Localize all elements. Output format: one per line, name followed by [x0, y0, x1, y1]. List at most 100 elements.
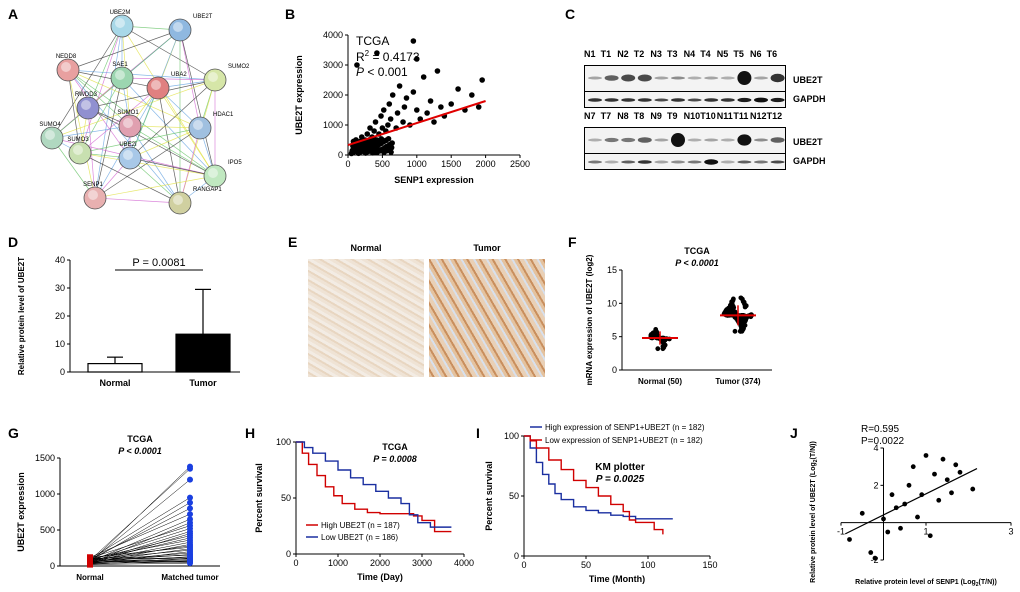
network-node-label: IPO5	[228, 160, 242, 166]
j-point	[915, 514, 920, 520]
h-legend-label: Low UBE2T (n = 186)	[321, 533, 398, 542]
f-y-label: mRNA expression of UBE2T (log2)	[585, 254, 594, 385]
blot-band	[621, 98, 636, 102]
network-node-rwdd3	[76, 96, 100, 120]
blot-band	[737, 71, 752, 85]
network-node-label: SUMO3	[67, 137, 89, 143]
interaction-network: UBE2M UBE2T NEDD8 SAE1 SUMO2 UBA2 RWDD3 SUMO1 HD…	[39, 10, 250, 215]
network-node-label: UBE2T	[193, 14, 213, 20]
h-y-label: Percent survival	[254, 463, 264, 533]
b-point	[427, 98, 434, 104]
panel-label-j: J	[790, 425, 798, 441]
b-point	[479, 77, 485, 83]
j-point	[953, 462, 959, 468]
g-tumor-point	[187, 499, 193, 506]
ihc-normal-image	[308, 259, 424, 377]
blot-band	[654, 76, 669, 80]
b-r2-label: R2 = 0.4173	[356, 49, 420, 64]
h-title: TCGA	[382, 442, 408, 452]
d-y-tick-label: 10	[55, 339, 65, 349]
blot-band	[621, 74, 636, 82]
b-x-tick-label: 1000	[407, 159, 427, 169]
j-point	[889, 492, 895, 498]
b-point	[387, 116, 394, 122]
network-edge	[79, 25, 123, 154]
blot-band	[604, 98, 619, 102]
scatter-mrna-expression: 0 5 10 15 TCGA P < 0.0001 Normal (50) Tumor (37…	[585, 246, 772, 386]
network-node-sumo3	[68, 141, 92, 165]
i-y-tick-label: 100	[504, 431, 519, 441]
f-category-label: Tumor (374)	[715, 377, 761, 386]
j-point	[970, 486, 976, 492]
h-x-label: Time (Day)	[357, 572, 403, 582]
blot-lane-label: T11	[733, 111, 749, 121]
blot-lane-label: T10	[700, 111, 716, 121]
blot-lane-label: T3	[667, 49, 678, 59]
b-y-tick-label: 0	[338, 150, 343, 160]
blot-band	[704, 98, 719, 102]
j-point	[936, 497, 942, 503]
f-point	[742, 304, 748, 310]
blot-lane-label: T9	[667, 111, 678, 121]
network-node-highlight	[73, 145, 83, 155]
b-y-label: UBE2T expression	[294, 55, 304, 135]
f-point	[743, 317, 748, 323]
network-edge	[129, 125, 181, 204]
network-node-highlight	[115, 70, 125, 80]
network-node-senp1	[83, 186, 107, 210]
b-x-tick-label: 1500	[441, 159, 461, 169]
j-r-label: R=0.595	[861, 424, 900, 435]
network-node-hdac1	[188, 116, 212, 140]
d-y-label: Relative protein level of UBE2T	[17, 257, 26, 375]
blot-band	[770, 97, 785, 103]
blot-lane-label: T1	[600, 49, 612, 59]
b-point	[378, 113, 384, 119]
blot-ube2t-1	[584, 65, 786, 92]
i-y-label: Percent survival	[484, 461, 494, 531]
b-point	[434, 68, 441, 74]
blot-lane-label: N3	[650, 49, 662, 59]
panel-label-c: C	[565, 6, 576, 22]
network-edge	[129, 87, 159, 159]
j-point	[906, 482, 912, 488]
blot-band	[754, 160, 768, 164]
b-point	[380, 107, 387, 113]
paired-expression-plot: 0 500 1000 1500 TCGA P < 0.0001 Normal Matched …	[16, 434, 220, 582]
km-curve-km-plotter: 0 50 100 150 0 50 100 High expression of SENP1+…	[484, 423, 718, 584]
g-pair-line	[89, 562, 191, 564]
network-edge	[179, 79, 216, 204]
ihc-normal-label: Normal	[350, 243, 382, 253]
network-node-ube2m	[110, 14, 134, 38]
network-node-highlight	[208, 72, 218, 82]
g-pvalue: P < 0.0001	[118, 446, 161, 456]
b-x-tick-label: 500	[375, 159, 390, 169]
network-edge	[67, 69, 81, 154]
panel-label-e: E	[288, 234, 298, 250]
blot-label-ube2t-2: UBE2T	[793, 137, 823, 147]
network-node-label: NEDD8	[56, 54, 77, 60]
f-y-tick-label: 10	[607, 298, 617, 308]
g-y-tick-label: 1000	[35, 489, 55, 499]
j-point	[859, 510, 865, 516]
b-p-label: P < 0.001	[356, 65, 408, 79]
j-y-label: Relative protein level of UBE2T (Log2(T/…	[810, 441, 819, 583]
g-normal-point	[87, 556, 93, 563]
blot-band	[621, 160, 636, 164]
g-pair-line	[89, 468, 191, 561]
b-point	[386, 101, 393, 107]
h-y-tick-label: 50	[281, 493, 291, 503]
b-point	[431, 119, 437, 125]
b-point	[388, 144, 395, 151]
d-bar-tumor	[175, 333, 231, 373]
b-point	[374, 50, 380, 56]
network-edge	[179, 29, 201, 129]
blot-band	[671, 98, 685, 102]
network-node-highlight	[151, 80, 161, 90]
network-edge	[67, 29, 181, 71]
j-point	[847, 537, 852, 542]
network-edge	[87, 107, 96, 199]
f-y-tick-label: 15	[607, 265, 617, 275]
blot-band	[588, 76, 602, 80]
i-x-label: Time (Month)	[589, 574, 645, 584]
d-pvalue: P = 0.0081	[132, 257, 185, 269]
